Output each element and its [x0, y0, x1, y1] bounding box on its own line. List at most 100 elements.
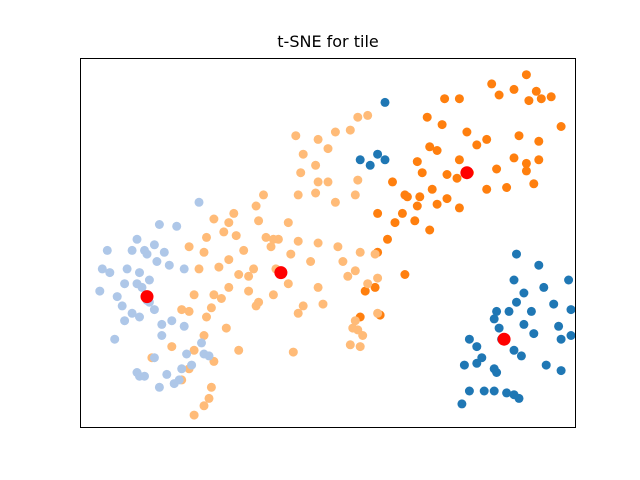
scatter-point-0-26 [472, 342, 482, 352]
scatter-point-2-90 [348, 323, 358, 333]
scatter-point-1-25 [502, 183, 512, 192]
scatter-point-2-46 [239, 245, 249, 255]
scatter-point-1-0 [521, 70, 531, 80]
chart-title: t-SNE for tile [277, 32, 379, 51]
scatter-point-3-40 [154, 382, 164, 392]
centroid-point-4-2 [140, 290, 154, 304]
scatter-point-2-71 [189, 345, 199, 355]
scatter-point-2-89 [355, 342, 365, 352]
scatter-point-2-28 [333, 242, 343, 252]
scatter-point-2-63 [216, 294, 226, 303]
scatter-point-0-2 [365, 160, 375, 170]
scatter-point-0-15 [526, 306, 536, 316]
scatter-point-3-38 [177, 364, 187, 374]
scatter-point-2-16 [311, 188, 321, 198]
scatter-point-0-31 [472, 358, 482, 368]
scatter-point-1-43 [454, 203, 464, 213]
scatter-point-0-24 [494, 323, 504, 333]
scatter-point-2-20 [209, 214, 219, 224]
scatter-point-0-9 [539, 282, 549, 292]
scatter-point-2-60 [202, 312, 211, 322]
scatter-point-0-42 [492, 368, 502, 377]
scatter-point-2-37 [199, 247, 209, 257]
scatter-point-0-3 [373, 149, 383, 159]
scatter-point-0-5 [512, 249, 521, 259]
scatter-point-3-34 [197, 338, 206, 348]
scatter-point-0-25 [509, 345, 519, 355]
scatter-point-2-40 [249, 264, 259, 274]
scatter-point-3-15 [122, 264, 132, 274]
scatter-point-0-4 [380, 155, 390, 165]
scatter-point-2-61 [206, 303, 216, 313]
scatter-point-0-40 [514, 393, 524, 403]
scatter-point-2-17 [259, 190, 268, 200]
scatter-point-1-2 [487, 79, 497, 89]
centroid-point-4-3 [497, 332, 511, 346]
scatter-point-2-67 [293, 308, 303, 318]
scatter-point-2-21 [224, 218, 234, 228]
scatter-point-2-27 [313, 238, 323, 248]
scatter-point-2-2 [345, 125, 355, 135]
scatter-point-1-33 [452, 173, 462, 183]
scatter-point-0-41 [457, 399, 467, 409]
scatter-point-2-78 [206, 382, 216, 392]
scatter-point-1-37 [415, 192, 425, 202]
scatter-point-0-7 [564, 275, 574, 285]
scatter-point-2-69 [221, 323, 231, 333]
scatter-point-2-36 [202, 232, 211, 242]
scatter-point-3-1 [154, 220, 164, 229]
scatter-point-3-47 [132, 368, 142, 377]
scatter-point-2-12 [323, 177, 333, 187]
scatter-point-1-34 [427, 184, 437, 194]
scatter-point-2-11 [293, 190, 303, 200]
scatter-point-0-27 [554, 321, 564, 331]
scatter-point-2-57 [209, 290, 219, 300]
scatter-point-2-65 [298, 301, 308, 311]
scatter-point-1-5 [524, 96, 534, 106]
scatter-point-2-22 [254, 216, 264, 226]
scatter-point-3-42 [162, 369, 172, 379]
scatter-point-2-10 [313, 177, 323, 187]
centroid-point-4-0 [460, 166, 474, 180]
scatter-point-3-46 [110, 334, 120, 344]
scatter-point-2-30 [370, 249, 380, 259]
scatter-point-1-13 [482, 134, 492, 144]
scatter-point-2-51 [363, 279, 373, 289]
scatter-point-3-14 [105, 268, 115, 278]
scatter-point-2-55 [244, 286, 254, 296]
scatter-point-0-12 [512, 297, 521, 307]
scatter-point-1-12 [462, 127, 472, 137]
scatter-point-3-32 [179, 321, 189, 331]
scatter-point-2-44 [214, 262, 224, 272]
scatter-point-1-30 [412, 157, 422, 167]
scatter-point-0-29 [516, 351, 526, 361]
scatter-point-2-47 [266, 242, 276, 252]
scatter-point-0-33 [489, 386, 499, 396]
scatter-point-0-39 [541, 360, 551, 370]
scatter-point-2-80 [199, 401, 209, 411]
scatter-point-3-44 [149, 353, 159, 363]
scatter-point-3-12 [102, 245, 112, 255]
scatter-point-3-17 [144, 275, 154, 285]
scatter-point-3-7 [159, 247, 169, 257]
scatter-point-2-56 [224, 282, 234, 292]
scatter-point-1-32 [442, 170, 452, 179]
scatter-point-3-28 [127, 308, 137, 318]
scatter-point-2-79 [204, 393, 214, 403]
scatter-point-2-38 [184, 242, 194, 252]
scatter-point-0-38 [556, 366, 566, 376]
scatter-point-2-5 [313, 134, 323, 144]
scatter-point-0-20 [529, 329, 539, 339]
scatter-point-1-28 [425, 142, 435, 152]
scatter-point-2-18 [251, 201, 261, 211]
scatter-point-2-84 [373, 308, 383, 318]
scatter-point-0-18 [464, 334, 474, 344]
scatter-point-2-9 [296, 168, 306, 178]
scatter-point-1-16 [534, 136, 544, 146]
scatter-point-3-11 [127, 245, 137, 255]
scatter-point-2-62 [177, 305, 187, 315]
scatter-point-1-39 [442, 194, 452, 204]
scatter-point-0-14 [492, 306, 502, 316]
scatter-point-1-1 [509, 84, 519, 94]
scatter-point-2-8 [311, 160, 321, 170]
